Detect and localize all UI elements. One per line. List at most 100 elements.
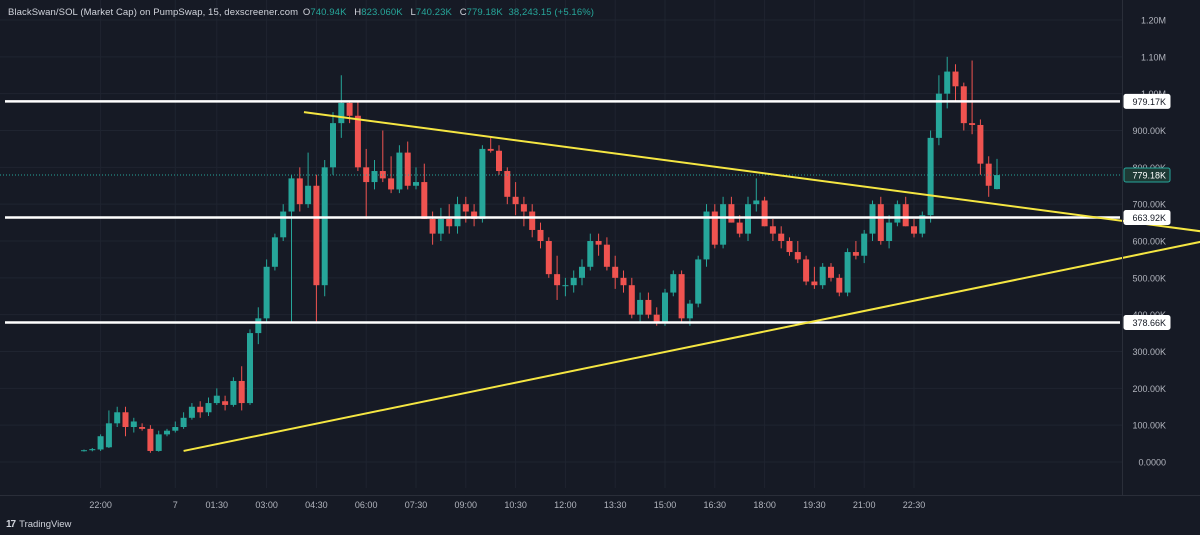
candle xyxy=(280,204,287,241)
candle-body xyxy=(720,204,727,245)
candle xyxy=(778,226,785,249)
candle-body xyxy=(213,395,220,404)
price-tick-label: 600.00K xyxy=(1132,237,1166,247)
candle-body xyxy=(305,185,312,205)
candle-body xyxy=(579,266,585,278)
candle xyxy=(562,277,569,297)
candle-body xyxy=(255,318,262,334)
candle xyxy=(338,75,345,138)
time-tick-label: 09:00 xyxy=(455,500,478,510)
candle-body xyxy=(562,285,569,287)
candle xyxy=(952,64,959,102)
candle-body xyxy=(330,123,336,168)
time-tick-label: 13:30 xyxy=(604,500,627,510)
candle-body xyxy=(97,436,104,450)
candle xyxy=(371,159,378,190)
candle xyxy=(711,204,718,249)
candle-body xyxy=(354,115,361,168)
candle xyxy=(969,60,976,135)
candle-body xyxy=(935,93,942,138)
candle xyxy=(413,167,419,190)
candle xyxy=(628,277,635,319)
trend-line xyxy=(303,111,1200,233)
price-tick-label: 1.10M xyxy=(1141,52,1166,62)
candle xyxy=(720,196,727,249)
candle-body xyxy=(247,333,253,404)
candle xyxy=(662,288,668,326)
candle xyxy=(620,270,627,293)
price-badge-box xyxy=(1123,167,1171,183)
time-tick-label: 21:00 xyxy=(853,500,876,510)
tradingview-watermark[interactable]: 17 TradingView xyxy=(6,519,71,530)
candle xyxy=(977,119,984,175)
candle xyxy=(471,204,478,227)
candle-body xyxy=(628,285,635,315)
time-axis[interactable]: 22:00 7 01:30 03:00 04:30 06:00 07:30 09:00 10:3… xyxy=(0,495,1200,511)
candle-body xyxy=(388,178,395,190)
candle xyxy=(861,229,868,264)
price-badge: 779.18K xyxy=(1123,167,1171,183)
candle xyxy=(288,174,295,323)
price-badge: 378.66K xyxy=(1123,315,1171,331)
candle xyxy=(238,366,245,411)
time-tick-label: 03:00 xyxy=(255,500,278,510)
candle xyxy=(587,233,594,271)
candle-body xyxy=(902,204,909,227)
candle-body xyxy=(745,204,751,234)
candle xyxy=(902,196,909,227)
candle xyxy=(994,158,1000,190)
candle xyxy=(919,211,926,238)
candle-body xyxy=(529,211,536,230)
candle-body xyxy=(164,430,170,435)
candle xyxy=(479,145,486,223)
candle-body xyxy=(263,266,270,319)
candle-body xyxy=(545,241,552,275)
candle-body xyxy=(612,266,619,278)
candle-body xyxy=(686,303,693,319)
candle-body xyxy=(313,185,320,286)
candle xyxy=(637,292,644,323)
candle xyxy=(172,421,179,433)
candle xyxy=(769,218,776,241)
price-badge-box xyxy=(1123,315,1171,331)
candle-body xyxy=(81,450,87,452)
candle-body xyxy=(379,171,386,179)
price-tick-label: 100.00K xyxy=(1132,421,1166,431)
candle xyxy=(579,259,585,286)
symbol-title: BlackSwan/SOL (Market Cap) on PumpSwap, … xyxy=(8,7,299,18)
candle-body xyxy=(429,218,436,234)
candle-body xyxy=(570,277,577,286)
time-tick-label: 10:30 xyxy=(504,500,527,510)
candle xyxy=(197,401,204,418)
candle-body xyxy=(222,401,229,405)
candle-body xyxy=(836,277,843,293)
candle xyxy=(271,233,278,271)
candle xyxy=(786,237,793,256)
tradingview-text: TradingView xyxy=(19,519,72,530)
candle-body xyxy=(728,204,735,223)
candle-body xyxy=(537,229,544,241)
candle-body xyxy=(421,182,428,219)
candle xyxy=(645,292,652,319)
candle xyxy=(89,448,96,452)
low-label: L xyxy=(410,7,416,18)
candle xyxy=(388,156,395,194)
close-value: 779.18K xyxy=(466,7,503,18)
candle xyxy=(446,204,453,234)
candle-body xyxy=(180,417,187,428)
tradingview-logo-icon: 17 xyxy=(6,519,16,530)
candle xyxy=(105,410,112,449)
candle xyxy=(819,263,826,289)
candle xyxy=(396,145,403,194)
open-value: 740.94K xyxy=(310,7,347,18)
candle-body xyxy=(911,226,917,234)
trendlines xyxy=(183,111,1200,452)
candle xyxy=(603,237,610,271)
candle xyxy=(213,388,220,405)
price-tick-label: 900.00K xyxy=(1132,126,1166,136)
time-tick-label: 07:30 xyxy=(405,500,428,510)
candle-body xyxy=(678,274,685,319)
candle xyxy=(188,403,195,420)
candle-body xyxy=(852,252,859,256)
